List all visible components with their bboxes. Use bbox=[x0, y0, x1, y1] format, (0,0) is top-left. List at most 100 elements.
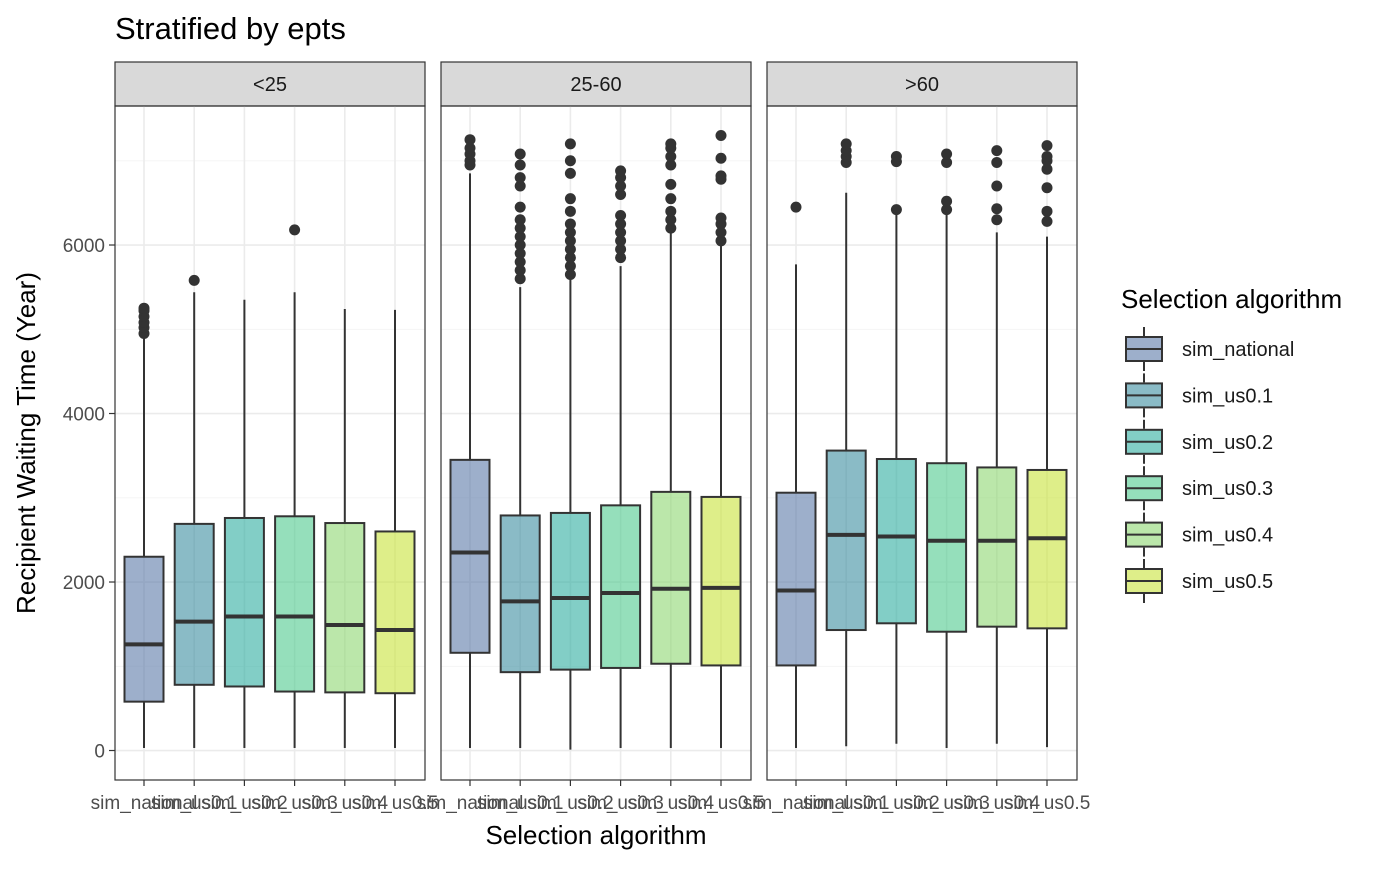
y-tick-label: 2000 bbox=[63, 573, 105, 594]
x-tick-label: sim_us0.3 bbox=[577, 793, 664, 814]
outlier-point bbox=[941, 148, 953, 160]
y-axis-title: Recipient Waiting Time (Year) bbox=[11, 272, 41, 614]
legend-item-sim_us0.3: sim_us0.3 bbox=[1125, 466, 1273, 511]
x-axis-title: Selection algorithm bbox=[485, 820, 706, 850]
y-tick-label: 4000 bbox=[63, 405, 105, 426]
outlier-point bbox=[665, 214, 677, 226]
outlier-point bbox=[564, 243, 576, 255]
x-tick-label: sim_us0.4 bbox=[627, 793, 714, 814]
outlier-point bbox=[890, 204, 902, 216]
box-sim_us0.2 bbox=[549, 138, 591, 750]
box-sim_us0.5 bbox=[700, 129, 742, 748]
outlier-point bbox=[890, 151, 902, 163]
box-body bbox=[700, 495, 742, 667]
facet-strip-label: 25-60 bbox=[570, 74, 621, 96]
box-body bbox=[274, 515, 316, 693]
x-tick-label: sim_us0.2 bbox=[201, 793, 288, 814]
outlier-point bbox=[289, 224, 301, 236]
outlier-point bbox=[665, 138, 677, 150]
x-tick-label: sim_national bbox=[743, 793, 850, 814]
outlier-point bbox=[564, 218, 576, 230]
outlier-point bbox=[1041, 205, 1053, 217]
legend-item-sim_national: sim_national bbox=[1125, 327, 1294, 371]
x-tick-label: sim_us0.5 bbox=[678, 793, 765, 814]
x-tick-label: sim_us0.5 bbox=[1004, 793, 1091, 814]
y-tick-label: 0 bbox=[94, 742, 105, 763]
outlier-point bbox=[564, 155, 576, 167]
facet-panel-0: <25sim_nationalsim_us0.1sim_us0.2sim_us0… bbox=[91, 61, 439, 814]
outlier-point bbox=[564, 167, 576, 179]
box-body bbox=[825, 449, 867, 632]
outlier-point bbox=[941, 204, 953, 216]
outlier-point bbox=[564, 193, 576, 205]
outlier-point bbox=[514, 201, 526, 213]
panel-border bbox=[766, 105, 1078, 781]
box-sim_us0.1 bbox=[825, 138, 867, 747]
outlier-point bbox=[615, 235, 627, 247]
y-axis: 0 2000 4000 6000 bbox=[63, 236, 115, 763]
outlier-point bbox=[665, 151, 677, 163]
outlier-point bbox=[514, 148, 526, 160]
box-body bbox=[449, 458, 491, 654]
legend-label: sim_us0.1 bbox=[1182, 385, 1273, 407]
outlier-point bbox=[665, 159, 677, 171]
x-tick-label: sim_us0.1 bbox=[803, 793, 890, 814]
box-body bbox=[976, 466, 1018, 628]
outlier-point bbox=[715, 235, 727, 247]
legend-item-sim_us0.1: sim_us0.1 bbox=[1125, 373, 1273, 418]
x-tick-label: sim_us0.4 bbox=[953, 793, 1040, 814]
outlier-point bbox=[564, 235, 576, 247]
outlier-point bbox=[715, 226, 727, 238]
outlier-point bbox=[188, 274, 200, 286]
box-sim_national bbox=[123, 302, 165, 748]
outlier-point bbox=[564, 269, 576, 280]
outlier-point bbox=[715, 129, 727, 141]
outlier-point bbox=[615, 218, 627, 230]
x-tick-label: sim_us0.5 bbox=[352, 793, 439, 814]
x-tick-label: sim_us0.4 bbox=[301, 793, 388, 814]
outlier-point bbox=[138, 302, 150, 314]
chart-title: Stratified by epts bbox=[115, 11, 346, 46]
box-body bbox=[499, 514, 541, 674]
outlier-point bbox=[514, 247, 526, 259]
box-sim_national bbox=[775, 201, 817, 748]
outlier-point bbox=[464, 142, 476, 154]
y-tick-label: 6000 bbox=[63, 236, 105, 257]
outlier-point bbox=[564, 252, 576, 264]
outlier-point bbox=[1041, 163, 1053, 175]
outlier-point bbox=[615, 243, 627, 255]
outlier-point bbox=[615, 180, 627, 192]
outlier-point bbox=[514, 214, 526, 226]
outlier-point bbox=[514, 159, 526, 171]
box-body bbox=[650, 490, 692, 665]
outlier-point bbox=[564, 260, 576, 272]
facet-strip-label: >60 bbox=[905, 74, 939, 96]
panel-border bbox=[440, 105, 752, 781]
box-sim_us0.1 bbox=[499, 148, 541, 748]
box-body bbox=[549, 511, 591, 671]
x-tick-label: sim_national bbox=[417, 793, 524, 814]
box-body bbox=[600, 504, 642, 669]
outlier-point bbox=[514, 256, 526, 268]
box-sim_us0.4 bbox=[976, 145, 1018, 744]
box-body bbox=[123, 555, 165, 703]
outlier-point bbox=[991, 203, 1003, 215]
box-sim_us0.4 bbox=[324, 309, 366, 748]
outlier-point bbox=[1041, 215, 1053, 227]
box-sim_national bbox=[449, 134, 491, 748]
panels-layer: <25sim_nationalsim_us0.1sim_us0.2sim_us0… bbox=[91, 61, 1091, 814]
outlier-point bbox=[790, 201, 802, 213]
x-tick-label: sim_us0.1 bbox=[477, 793, 564, 814]
outlier-point bbox=[615, 226, 627, 238]
box-sim_us0.3 bbox=[274, 224, 316, 748]
outlier-point bbox=[941, 156, 953, 168]
facet-strip-label: <25 bbox=[253, 74, 287, 96]
box-sim_us0.4 bbox=[650, 138, 692, 748]
x-tick-label: sim_us0.2 bbox=[853, 793, 940, 814]
outlier-point bbox=[564, 205, 576, 217]
x-tick-label: sim_us0.3 bbox=[251, 793, 338, 814]
box-body bbox=[173, 522, 215, 686]
outlier-point bbox=[564, 138, 576, 150]
